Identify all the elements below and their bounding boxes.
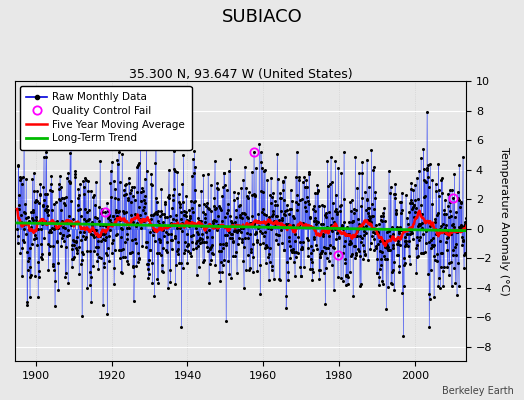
Text: SUBIACO: SUBIACO [222,8,302,26]
Legend: Raw Monthly Data, Quality Control Fail, Five Year Moving Average, Long-Term Tren: Raw Monthly Data, Quality Control Fail, … [20,86,191,150]
Text: Berkeley Earth: Berkeley Earth [442,386,514,396]
Y-axis label: Temperature Anomaly (°C): Temperature Anomaly (°C) [499,147,509,296]
Title: 35.300 N, 93.647 W (United States): 35.300 N, 93.647 W (United States) [129,68,352,81]
